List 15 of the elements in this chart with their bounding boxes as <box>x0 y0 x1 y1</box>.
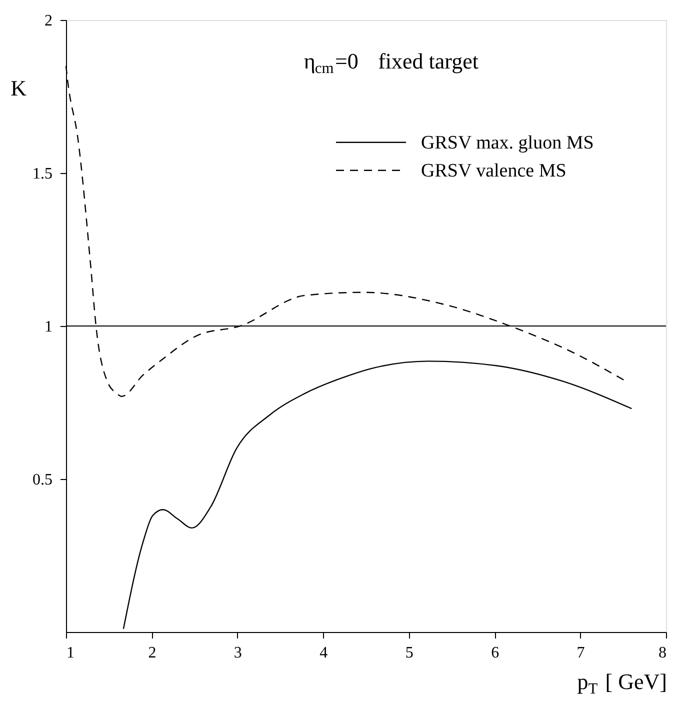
y-axis-title: K <box>10 76 27 100</box>
x-tick-label: 1 <box>66 644 74 662</box>
y-tick-label: 1.5 <box>32 166 52 182</box>
x-tick-label: 7 <box>576 644 585 662</box>
x-tick-label: 5 <box>405 644 414 662</box>
x-tick-label: 8 <box>658 644 666 662</box>
legend-label: GRSV max. gluon MS <box>421 132 594 154</box>
x-tick-label: 4 <box>320 644 328 662</box>
x-tick-label: 3 <box>234 644 242 662</box>
y-tick-label: 0.5 <box>32 472 52 488</box>
y-tick-label: 2 <box>44 12 52 30</box>
x-tick-label: 2 <box>148 644 156 662</box>
x-tick-label: 6 <box>491 644 500 662</box>
legend-label: GRSV valence MS <box>421 160 566 182</box>
y-tick-label: 1 <box>44 318 52 336</box>
